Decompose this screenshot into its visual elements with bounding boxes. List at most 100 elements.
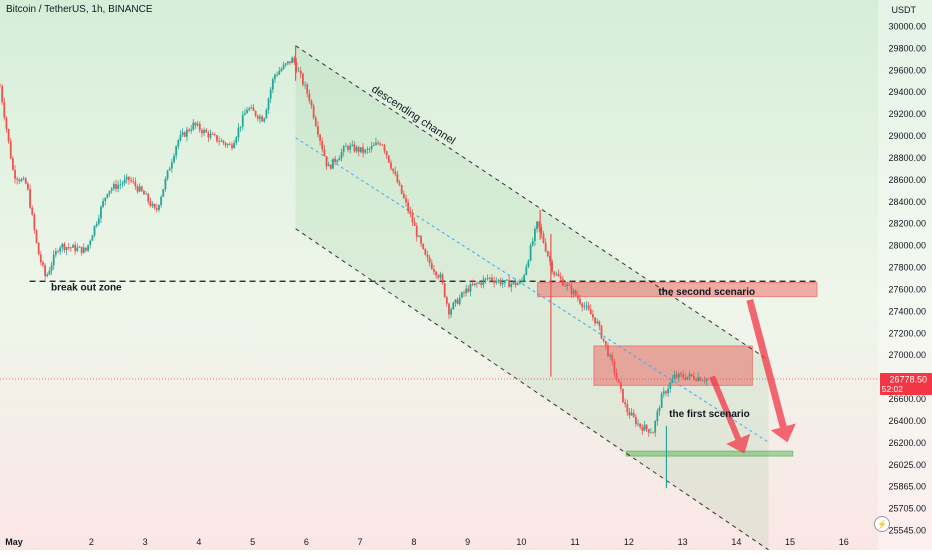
- candle[interactable]: [295, 58, 298, 74]
- candle[interactable]: [574, 289, 577, 297]
- candle[interactable]: [177, 139, 180, 150]
- candle[interactable]: [647, 428, 650, 437]
- candle[interactable]: [241, 110, 244, 131]
- candle[interactable]: [158, 204, 160, 213]
- candle[interactable]: [181, 128, 184, 137]
- candle[interactable]: [231, 142, 233, 151]
- candle[interactable]: [656, 408, 659, 426]
- candle[interactable]: [435, 270, 437, 279]
- candle[interactable]: [377, 140, 379, 146]
- candle[interactable]: [540, 223, 543, 239]
- scenario-arrow-1[interactable]: [709, 375, 751, 454]
- candle[interactable]: [151, 201, 154, 208]
- candle[interactable]: [445, 295, 448, 307]
- candle[interactable]: [665, 390, 667, 396]
- candle[interactable]: [409, 206, 412, 218]
- candle[interactable]: [583, 302, 586, 310]
- candle[interactable]: [224, 141, 227, 148]
- candle[interactable]: [327, 161, 330, 167]
- candle[interactable]: [80, 246, 83, 256]
- candle[interactable]: [233, 140, 236, 149]
- candle[interactable]: [379, 141, 382, 146]
- candle[interactable]: [278, 66, 281, 76]
- candle[interactable]: [480, 281, 483, 288]
- candle[interactable]: [306, 82, 309, 98]
- candle[interactable]: [695, 377, 697, 382]
- candle[interactable]: [650, 427, 652, 434]
- candle[interactable]: [42, 260, 44, 268]
- candle[interactable]: [448, 302, 450, 320]
- candle[interactable]: [52, 250, 55, 270]
- candle[interactable]: [276, 71, 279, 77]
- candle[interactable]: [473, 283, 476, 287]
- candle[interactable]: [130, 176, 132, 183]
- candle[interactable]: [512, 281, 515, 286]
- candle[interactable]: [18, 177, 21, 184]
- candle[interactable]: [323, 145, 326, 157]
- candle[interactable]: [402, 190, 405, 200]
- candle[interactable]: [50, 261, 53, 276]
- candle[interactable]: [667, 384, 669, 397]
- candle[interactable]: [613, 358, 616, 378]
- candle[interactable]: [190, 125, 193, 134]
- candle[interactable]: [677, 372, 680, 383]
- candle[interactable]: [239, 126, 242, 132]
- candle[interactable]: [256, 114, 259, 122]
- candle[interactable]: [100, 205, 102, 224]
- candle[interactable]: [682, 370, 685, 381]
- candle[interactable]: [93, 225, 96, 238]
- candle[interactable]: [359, 147, 362, 154]
- candle[interactable]: [112, 181, 115, 191]
- candle[interactable]: [622, 388, 624, 404]
- candle[interactable]: [576, 291, 579, 302]
- zone-support[interactable]: [625, 450, 794, 457]
- candle[interactable]: [639, 423, 642, 430]
- candle[interactable]: [478, 281, 480, 285]
- candle[interactable]: [160, 194, 163, 208]
- candle[interactable]: [22, 176, 25, 181]
- candle[interactable]: [703, 376, 706, 384]
- candle[interactable]: [484, 277, 487, 284]
- candle[interactable]: [82, 243, 85, 254]
- symbol-title[interactable]: Bitcoin / TetherUS, 1h, BINANCE: [6, 4, 153, 15]
- candle[interactable]: [31, 205, 34, 216]
- candle[interactable]: [301, 72, 304, 87]
- candle[interactable]: [246, 107, 248, 114]
- candle[interactable]: [594, 317, 596, 326]
- channel-mid-line[interactable]: [295, 137, 769, 443]
- candle[interactable]: [660, 391, 663, 409]
- candle[interactable]: [497, 278, 500, 284]
- candle[interactable]: [271, 77, 274, 94]
- candle[interactable]: [626, 399, 629, 416]
- candle[interactable]: [400, 184, 403, 195]
- candle[interactable]: [589, 304, 592, 315]
- candle[interactable]: [516, 282, 519, 286]
- candle[interactable]: [394, 166, 397, 177]
- candle[interactable]: [495, 277, 498, 285]
- candle[interactable]: [407, 199, 410, 215]
- candle[interactable]: [405, 194, 407, 207]
- candle[interactable]: [1, 84, 4, 105]
- candle[interactable]: [336, 159, 339, 165]
- candle[interactable]: [671, 375, 674, 384]
- candle[interactable]: [164, 176, 167, 192]
- candle[interactable]: [220, 137, 223, 142]
- candle[interactable]: [274, 73, 276, 84]
- candle[interactable]: [422, 243, 425, 250]
- candle[interactable]: [24, 176, 27, 185]
- candle[interactable]: [433, 264, 435, 275]
- candle[interactable]: [488, 276, 491, 283]
- candle[interactable]: [248, 106, 251, 112]
- candle[interactable]: [592, 309, 594, 321]
- candle[interactable]: [321, 137, 324, 153]
- candle[interactable]: [617, 378, 620, 383]
- candle[interactable]: [106, 193, 109, 199]
- candle[interactable]: [347, 144, 349, 153]
- candle[interactable]: [546, 250, 549, 258]
- candle[interactable]: [390, 159, 392, 171]
- candle[interactable]: [637, 419, 639, 427]
- candle[interactable]: [340, 148, 343, 162]
- candle[interactable]: [392, 168, 395, 175]
- candle[interactable]: [89, 239, 92, 249]
- candle[interactable]: [527, 259, 530, 269]
